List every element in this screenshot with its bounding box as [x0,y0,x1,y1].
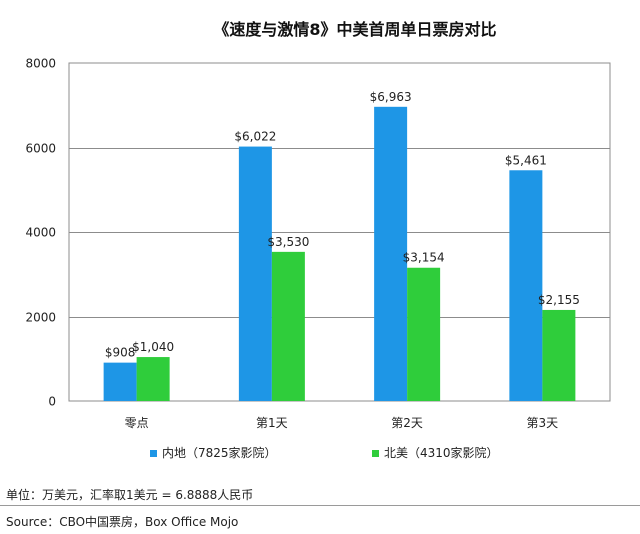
data-label: $908 [105,346,136,360]
bar-north-america [407,267,441,401]
x-category-label: 零点 [125,416,149,430]
bar-mainland [509,170,543,401]
x-category-label: 第3天 [527,416,559,430]
data-label: $3,530 [267,235,309,249]
bars [103,106,576,402]
legend-label: 北美（4310家影院） [384,445,499,460]
bar-north-america [271,251,305,401]
y-tick-label: 8000 [25,57,56,71]
bar-mainland [238,146,272,401]
y-tick-label: 0 [48,395,56,409]
y-tick-label: 2000 [25,311,56,325]
legend-swatch [150,450,157,457]
chart-title: 《速度与激情8》中美首周单日票房对比 [213,20,496,39]
data-label: $5,461 [505,153,547,167]
data-label: $2,155 [538,293,580,307]
x-category-label: 第2天 [391,416,423,430]
x-category-label: 第1天 [256,416,288,430]
y-tick-label: 6000 [25,142,56,156]
y-tick-label: 4000 [25,226,56,240]
data-label: $6,022 [234,130,276,144]
legend-swatch [372,450,379,457]
bar-mainland [103,362,137,401]
legend-label: 内地（7825家影院） [162,445,277,460]
divider [0,505,640,506]
legend: 内地（7825家影院） 北美（4310家影院） [150,445,499,460]
bar-chart: 《速度与激情8》中美首周单日票房对比 0 2000 4000 6000 8000 $90… [25,20,611,460]
source-note: Source：CBO中国票房，Box Office Mojo [6,515,239,529]
data-label: $1,040 [132,340,174,354]
data-label: $3,154 [403,251,445,265]
data-labels: $908$1,040 $6,022 $3,530 $6,963 $3,154 $5,461… [105,90,580,360]
bar-north-america [136,357,170,401]
x-axis: 零点 第1天 第2天 第3天 [125,416,559,430]
data-label: $6,963 [370,90,412,104]
unit-note: 单位：万美元，汇率取1美元 = 6.8888人民币 [6,488,254,502]
bar-mainland [374,106,408,402]
bar-north-america [542,309,576,401]
y-axis: 0 2000 4000 6000 8000 [25,57,56,409]
